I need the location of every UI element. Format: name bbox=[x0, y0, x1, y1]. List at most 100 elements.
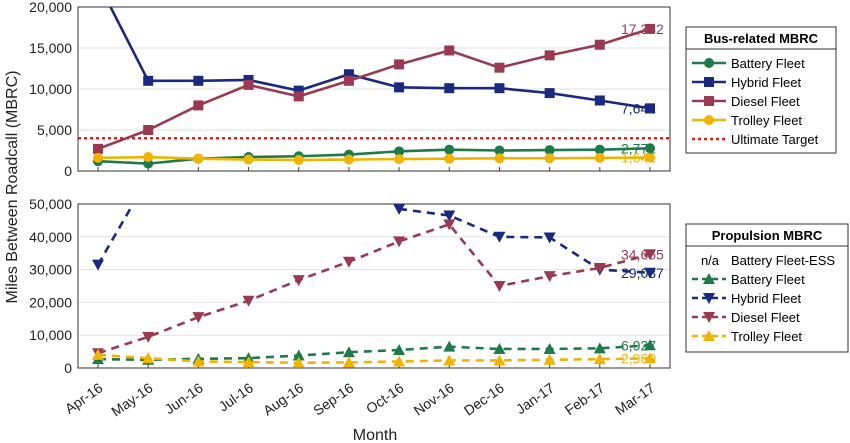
bottom-y-tick-label: 40,000 bbox=[29, 229, 72, 245]
top-point-trolley-fleet bbox=[645, 152, 655, 163]
bottom-point-battery-fleet bbox=[493, 342, 506, 354]
bottom-legend-item-battery-fleet-ess: n/a Battery Fleet-ESS bbox=[701, 253, 835, 268]
top-legend-label: Diesel Fleet bbox=[731, 94, 800, 109]
bottom-y-tick-label: 0 bbox=[64, 360, 72, 376]
x-tick-label: Apr-16 bbox=[62, 379, 106, 416]
top-legend-title: Bus-related MBRC bbox=[704, 31, 819, 46]
bottom-legend-title: Propulsion MBRC bbox=[712, 228, 823, 243]
top-plot-frame bbox=[77, 6, 671, 172]
bottom-legend-marker bbox=[703, 293, 715, 304]
bottom-point-battery-fleet bbox=[393, 343, 406, 355]
bottom-legend: Propulsion MBRC n/a Battery Fleet-ESS Batte… bbox=[685, 223, 849, 353]
bottom-legend-label: Diesel Fleet bbox=[731, 310, 800, 325]
top-point-trolley-fleet bbox=[193, 153, 204, 164]
bottom-point-hybrid-fleet bbox=[644, 267, 656, 279]
top-legend-marker bbox=[704, 77, 714, 87]
bottom-point-trolley-fleet bbox=[543, 353, 556, 365]
bottom-end-label-trolley-fleet: 2,960 bbox=[621, 350, 656, 366]
bottom-point-hybrid-fleet bbox=[443, 210, 456, 222]
top-point-trolley-fleet bbox=[243, 154, 254, 165]
top-point-diesel-fleet bbox=[645, 23, 655, 34]
top-legend-label: Hybrid Fleet bbox=[731, 75, 801, 90]
top-point-diesel-fleet bbox=[544, 50, 555, 61]
bottom-point-trolley-fleet bbox=[142, 352, 155, 364]
bottom-point-trolley-fleet bbox=[92, 348, 104, 360]
bottom-legend-item-hybrid-fleet: Hybrid Fleet bbox=[692, 291, 801, 306]
top-y-tick-label: 10,000 bbox=[29, 81, 72, 97]
bottom-y-tick-label: 20,000 bbox=[29, 294, 72, 310]
bottom-plot-frame bbox=[77, 203, 671, 369]
bottom-end-label-diesel-fleet: 34,665 bbox=[621, 246, 664, 262]
top-point-hybrid-fleet bbox=[645, 103, 655, 114]
x-tick-label: Dec-16 bbox=[461, 379, 507, 418]
x-tick-label: Jul-16 bbox=[216, 379, 257, 414]
bottom-line-hybrid-fleet bbox=[96, 204, 651, 275]
bottom-end-label-battery-fleet: 6,927 bbox=[621, 337, 656, 353]
top-point-trolley-fleet bbox=[293, 154, 304, 165]
top-point-diesel-fleet bbox=[343, 75, 354, 86]
bottom-point-diesel-fleet bbox=[292, 275, 305, 287]
top-legend-box bbox=[685, 26, 837, 154]
top-series-battery-fleet bbox=[93, 143, 655, 169]
bottom-y-tick-label: 10,000 bbox=[29, 327, 72, 343]
bottom-legend-marker bbox=[703, 273, 715, 284]
top-point-trolley-fleet bbox=[93, 152, 103, 163]
top-legend-label: Ultimate Target bbox=[731, 132, 819, 147]
bottom-point-hybrid-fleet bbox=[543, 232, 556, 244]
bottom-series-trolley-fleet bbox=[92, 348, 656, 368]
top-point-hybrid-fleet bbox=[444, 83, 455, 94]
top-point-diesel-fleet bbox=[193, 100, 204, 111]
bottom-series-diesel-fleet bbox=[92, 219, 656, 360]
bottom-line-diesel-fleet bbox=[97, 222, 651, 355]
bottom-point-diesel-fleet bbox=[242, 295, 255, 307]
top-series-trolley-fleet bbox=[93, 152, 655, 165]
top-line-hybrid-fleet bbox=[109, 7, 651, 110]
bottom-point-trolley-fleet bbox=[493, 354, 506, 366]
bottom-end-label-hybrid-fleet: 29,037 bbox=[621, 265, 664, 281]
top-point-trolley-fleet bbox=[394, 154, 405, 165]
top-series-hybrid-fleet bbox=[109, 7, 655, 114]
top-point-diesel-fleet bbox=[594, 39, 605, 50]
top-panel: 0 5,000 10,000 15,000 20,000 2,771 7,641 17,332… bbox=[29, 0, 837, 179]
bottom-point-trolley-fleet bbox=[292, 356, 305, 368]
bottom-legend-marker bbox=[703, 330, 715, 341]
top-point-battery-fleet bbox=[444, 144, 455, 155]
bottom-point-hybrid-fleet bbox=[142, 173, 154, 184]
top-end-label-battery-fleet: 2,771 bbox=[621, 140, 656, 156]
bottom-point-diesel-fleet bbox=[342, 256, 355, 268]
top-point-trolley-fleet bbox=[594, 152, 605, 163]
y-axis-label: Miles Between Roadcall (MBRC) bbox=[4, 71, 21, 304]
bottom-point-diesel-fleet bbox=[443, 219, 456, 231]
x-axis-label: Month bbox=[353, 427, 397, 443]
top-legend-item-trolley-fleet: Trolley Fleet bbox=[692, 113, 802, 128]
x-tick-label: Mar-17 bbox=[612, 379, 658, 418]
top-point-trolley-fleet bbox=[444, 153, 455, 164]
bottom-line-trolley-fleet bbox=[97, 353, 651, 365]
top-legend-marker bbox=[704, 96, 714, 106]
bottom-point-diesel-fleet bbox=[393, 236, 406, 248]
top-point-trolley-fleet bbox=[544, 153, 555, 164]
bottom-point-trolley-fleet bbox=[593, 353, 606, 365]
bottom-legend-item-diesel-fleet: Diesel Fleet bbox=[692, 310, 800, 325]
bottom-point-trolley-fleet bbox=[342, 356, 355, 368]
bottom-point-battery-fleet bbox=[292, 349, 305, 361]
top-point-hybrid-fleet bbox=[193, 75, 204, 86]
bottom-point-battery-fleet bbox=[593, 342, 606, 354]
bottom-point-diesel-fleet bbox=[593, 262, 606, 274]
top-point-trolley-fleet bbox=[143, 152, 154, 163]
bottom-panel: 0 10,000 20,000 30,000 40,000 50,000 6,927 29,0… bbox=[29, 173, 849, 419]
bottom-point-battery-fleet bbox=[342, 346, 355, 358]
top-legend: Bus-related MBRC Battery Fleet Hybrid Flee… bbox=[685, 26, 837, 154]
bottom-legend-item-trolley-fleet: Trolley Fleet bbox=[692, 329, 802, 344]
bottom-point-battery-fleet bbox=[443, 340, 456, 352]
bottom-legend-label: Battery Fleet-ESS bbox=[731, 253, 835, 268]
bottom-point-trolley-fleet bbox=[443, 354, 456, 366]
top-point-battery-fleet bbox=[594, 144, 605, 155]
top-series-diesel-fleet bbox=[93, 23, 655, 154]
top-point-diesel-fleet bbox=[293, 91, 304, 102]
top-end-label-trolley-fleet: 1,641 bbox=[621, 150, 656, 166]
top-point-hybrid-fleet bbox=[494, 83, 505, 94]
bottom-legend-label: Hybrid Fleet bbox=[731, 291, 801, 306]
top-point-battery-fleet bbox=[494, 145, 505, 156]
top-y-tick-label: 20,000 bbox=[29, 0, 72, 15]
